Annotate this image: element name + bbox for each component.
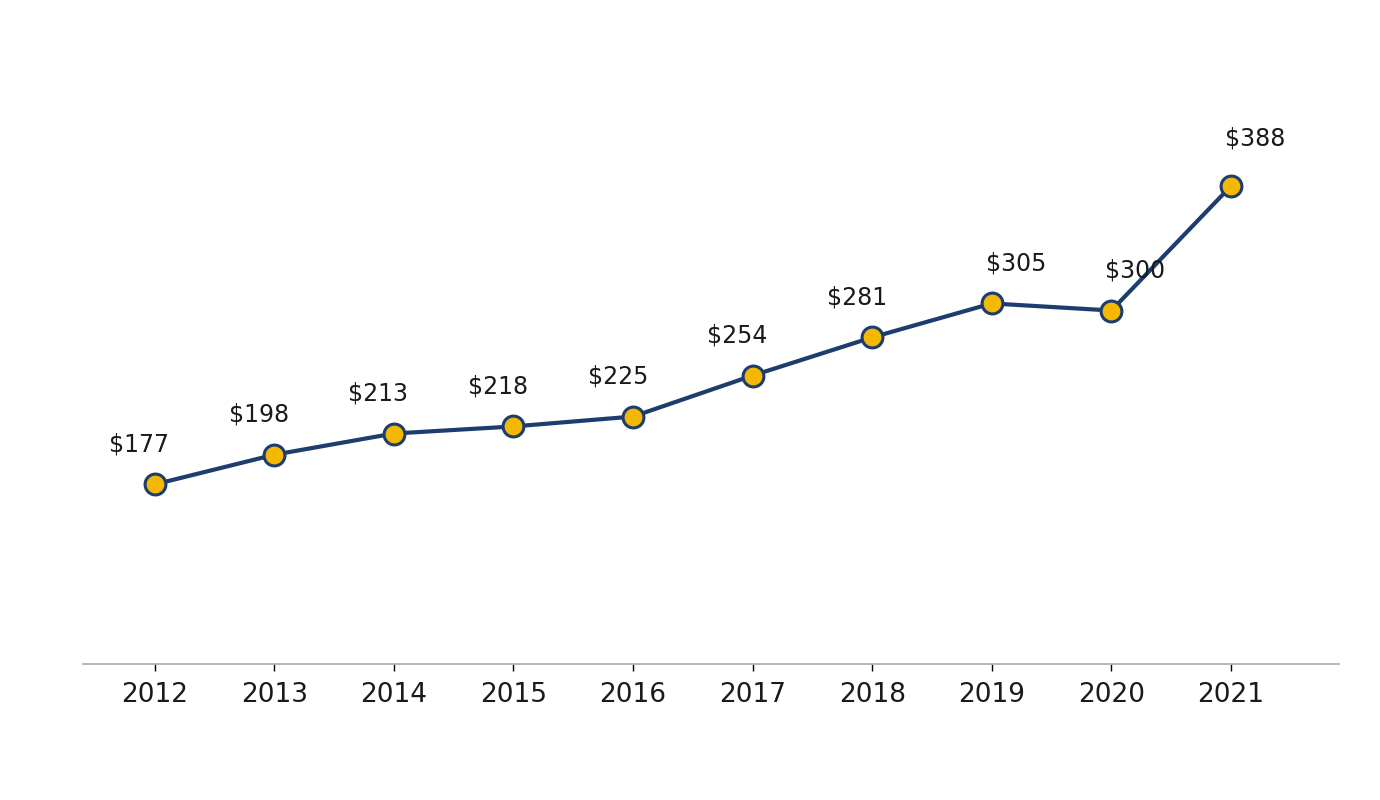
Text: $177: $177 (109, 432, 170, 456)
Text: $225: $225 (588, 364, 647, 388)
Text: $281: $281 (827, 285, 887, 309)
Text: $254: $254 (707, 323, 767, 347)
Text: $213: $213 (348, 382, 408, 406)
Text: $305: $305 (985, 251, 1046, 275)
Text: $218: $218 (468, 374, 529, 398)
Text: $388: $388 (1225, 126, 1285, 150)
Text: $300: $300 (1105, 258, 1166, 282)
Text: $198: $198 (229, 402, 288, 426)
